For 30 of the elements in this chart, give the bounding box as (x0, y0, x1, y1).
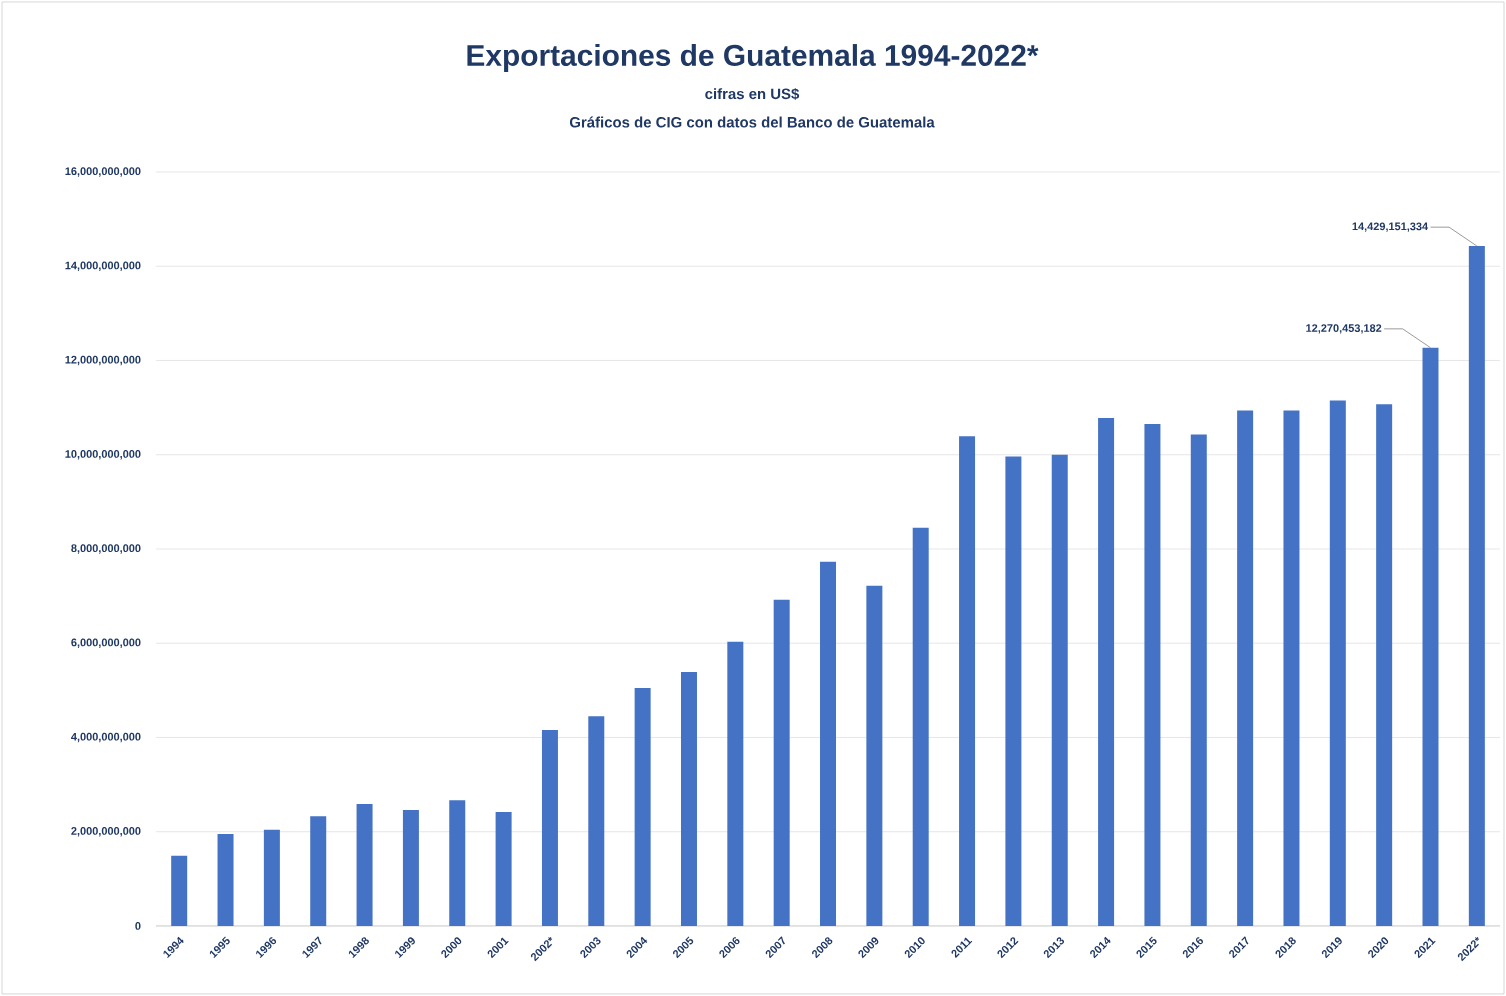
bar (1468, 246, 1485, 926)
bar (1422, 347, 1439, 926)
bar (1283, 410, 1300, 926)
bar (680, 671, 697, 926)
bar (356, 803, 373, 926)
bar (1237, 410, 1254, 926)
bar (217, 834, 234, 926)
bar (1051, 454, 1068, 926)
bar (1329, 400, 1346, 926)
bar (263, 829, 280, 926)
bar (1144, 424, 1161, 926)
bar (634, 687, 651, 926)
bar (866, 585, 883, 926)
bar (541, 729, 558, 926)
bar (310, 816, 327, 926)
bar (727, 641, 744, 926)
bar (171, 855, 188, 926)
bar (1376, 404, 1393, 926)
bar (495, 811, 512, 926)
bar (1190, 434, 1207, 926)
bar (773, 599, 790, 926)
bar (820, 561, 837, 926)
bar (588, 716, 605, 926)
bar (912, 527, 929, 926)
bar (959, 436, 976, 926)
chart-title: Exportaciones de Guatemala 1994-2022* (467, 44, 1039, 72)
bar (1005, 456, 1022, 926)
bar (402, 810, 419, 926)
bar (449, 800, 466, 926)
bar (1098, 417, 1115, 926)
